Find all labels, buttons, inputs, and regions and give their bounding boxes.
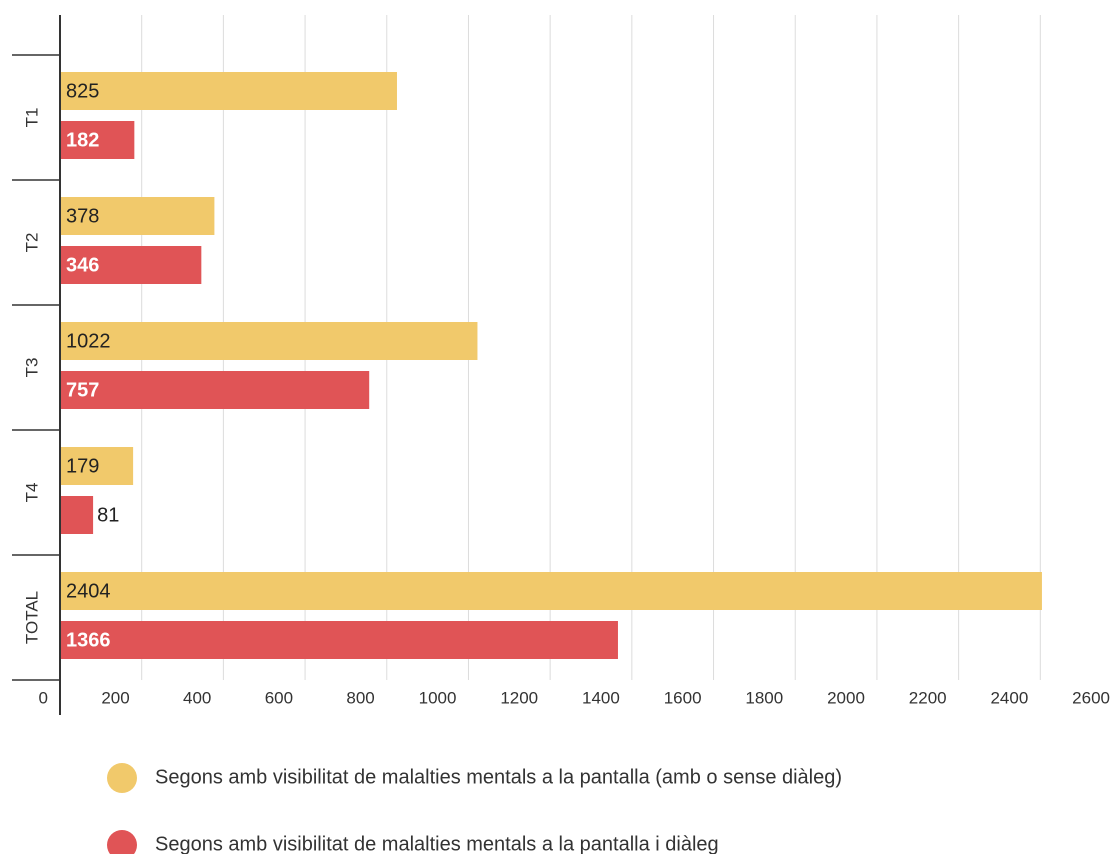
value-label: 1022 (66, 330, 111, 352)
x-tick-label: 200 (101, 688, 129, 707)
x-tick-label: 800 (346, 688, 374, 707)
value-label: 1366 (66, 629, 111, 651)
legend-label: Segons amb visibilitat de malalties ment… (155, 833, 719, 854)
value-label: 825 (66, 80, 99, 102)
x-tick-label: 1000 (419, 688, 457, 707)
x-tick-label: 2400 (990, 688, 1028, 707)
value-label: 2404 (66, 580, 111, 602)
bar (60, 371, 370, 409)
x-tick-label: 1400 (582, 688, 620, 707)
y-tick-label: T2 (22, 233, 41, 253)
value-label: 81 (97, 504, 119, 526)
y-tick-label: T1 (22, 108, 41, 128)
x-tick-label: 1600 (664, 688, 702, 707)
legend-label: Segons amb visibilitat de malalties ment… (155, 766, 842, 788)
bar (60, 322, 478, 360)
bar (60, 246, 202, 284)
bar (60, 197, 215, 235)
x-tick-label: 1800 (745, 688, 783, 707)
legend-marker (107, 763, 137, 793)
bar (60, 447, 134, 485)
x-tick-label: 2600 (1072, 688, 1110, 707)
x-tick-label: 2000 (827, 688, 865, 707)
bar (60, 572, 1042, 610)
y-tick-label: T4 (22, 483, 41, 503)
value-label: 182 (66, 129, 99, 151)
x-tick-label: 2200 (909, 688, 947, 707)
x-tick-label: 1200 (500, 688, 538, 707)
y-tick-label: T3 (22, 358, 41, 378)
x-tick-label: 600 (265, 688, 293, 707)
value-label: 378 (66, 205, 99, 227)
value-label: 757 (66, 379, 99, 401)
value-label: 346 (66, 254, 99, 276)
bar (60, 496, 94, 534)
y-tick-label: TOTAL (22, 591, 41, 644)
bar (60, 72, 397, 110)
x-tick-label: 400 (183, 688, 211, 707)
legend-marker (107, 830, 137, 854)
bar (60, 121, 135, 159)
x-tick-label: 0 (39, 688, 48, 707)
value-label: 179 (66, 455, 99, 477)
bar (60, 621, 618, 659)
